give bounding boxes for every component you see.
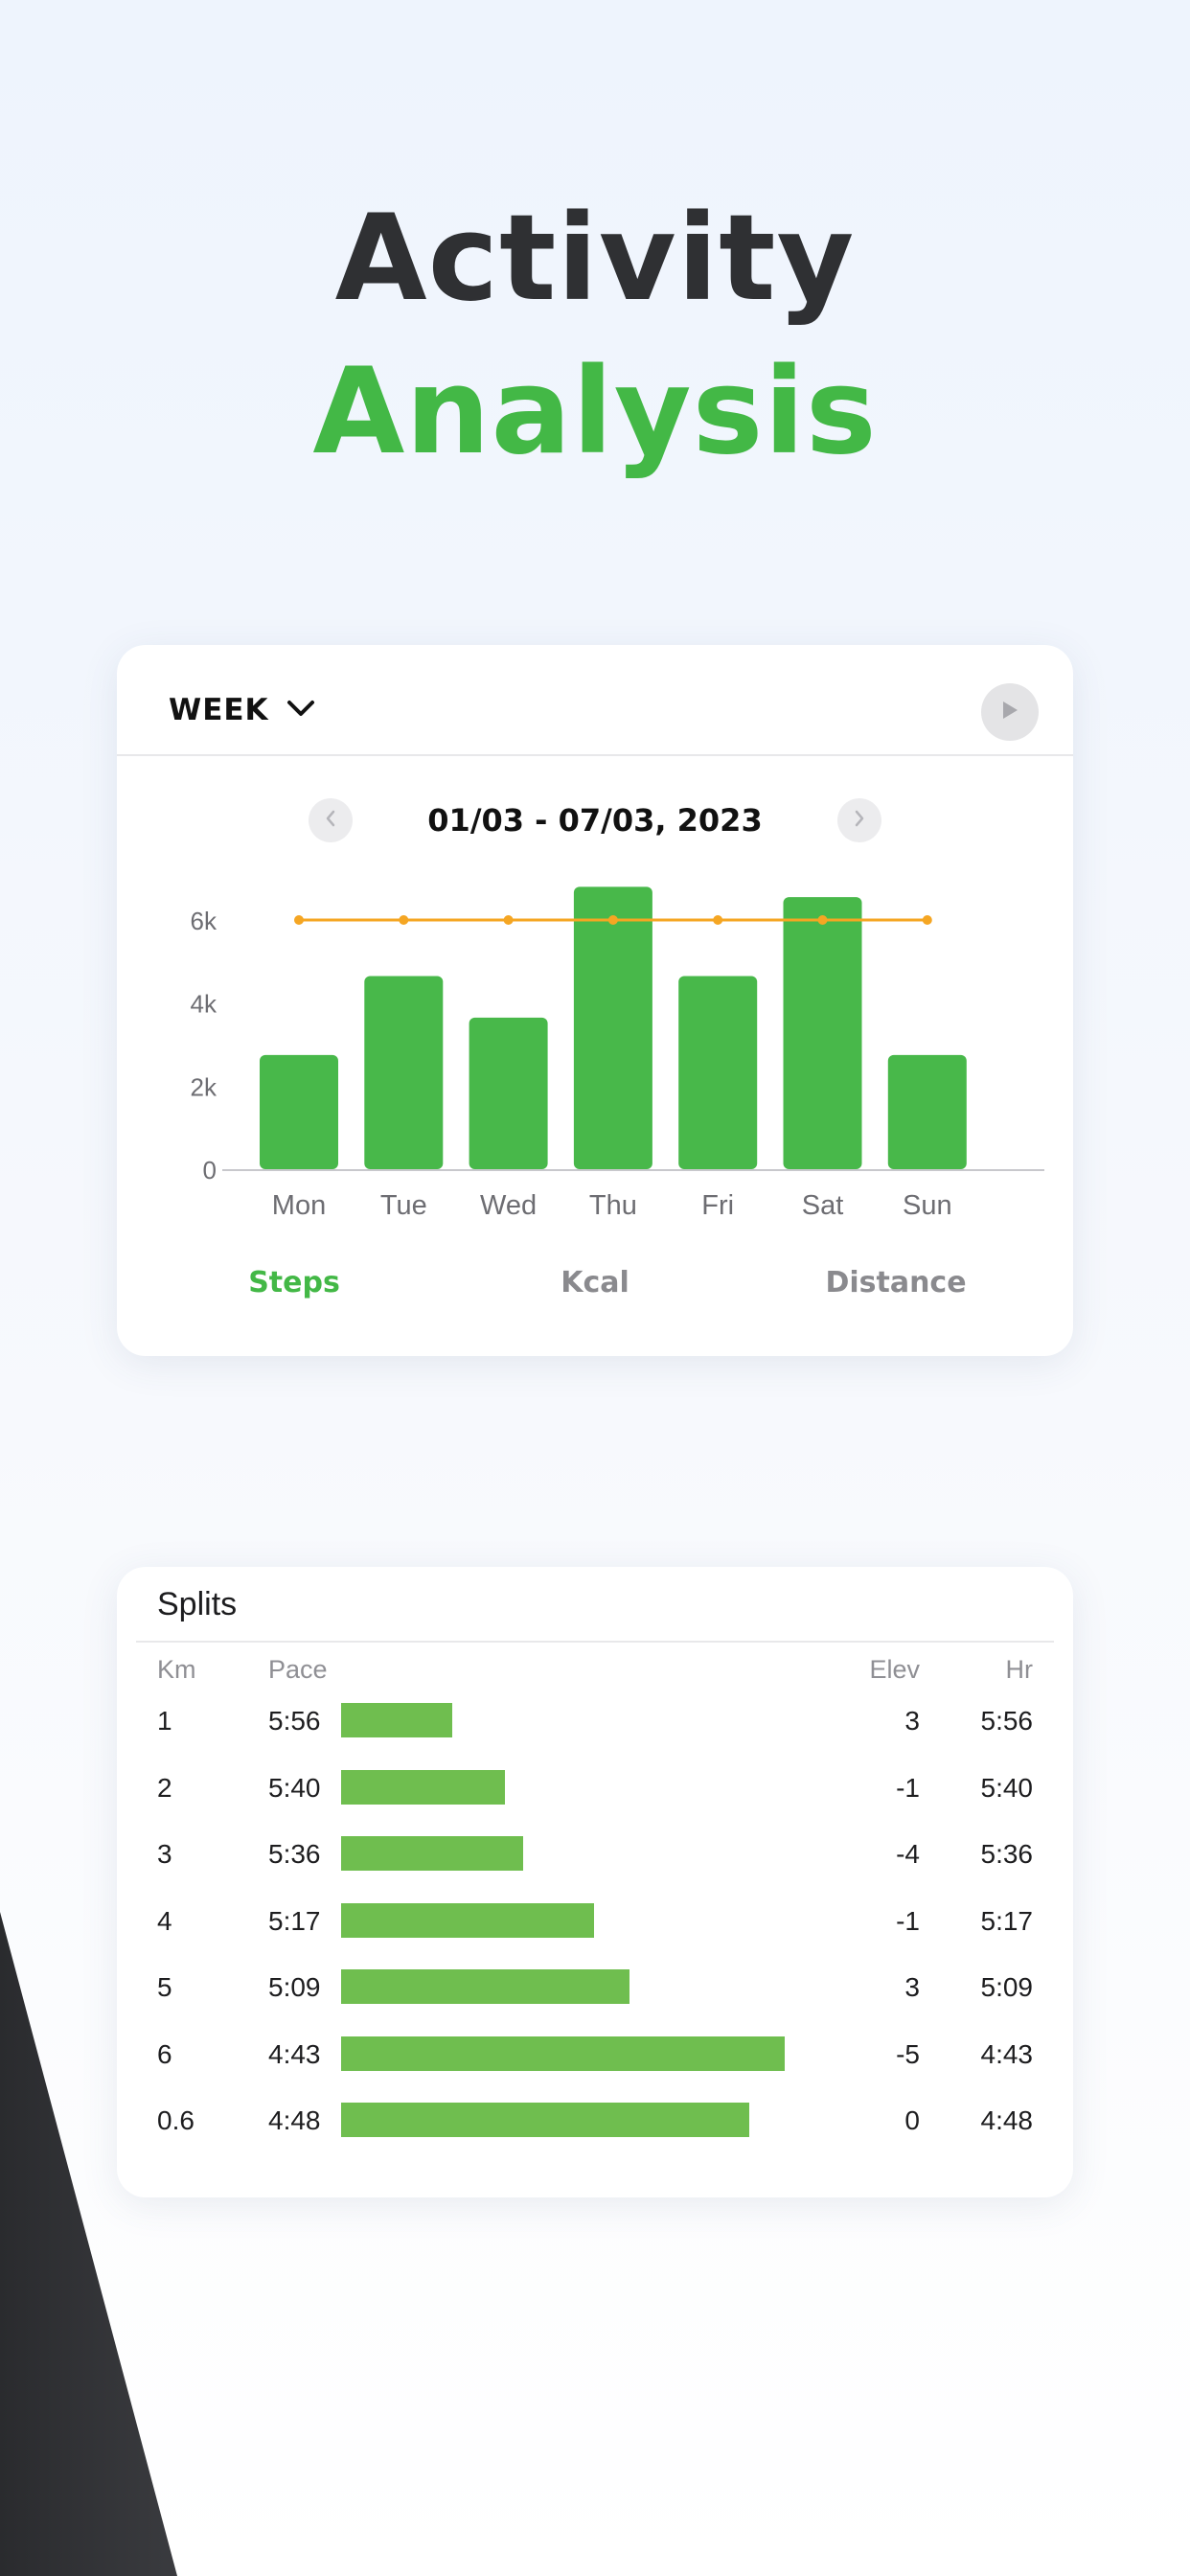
play-button[interactable] (981, 683, 1039, 741)
bar-sat (783, 897, 862, 1169)
bar-tue (364, 976, 444, 1169)
y-tick-label: 0 (203, 1156, 217, 1184)
x-tick-label: Wed (480, 1190, 537, 1221)
x-tick-label: Sat (802, 1190, 844, 1221)
split-pace-bar (341, 2103, 749, 2137)
date-range: 01/03 - 07/03, 2023 (427, 802, 763, 839)
steps-bar-chart: 0 2k 4k 6k Mon Tue Wed Thu Fri Sat Sun (191, 886, 1044, 1221)
split-pace: 4:43 (268, 2038, 321, 2069)
x-tick-label: Fri (701, 1190, 734, 1221)
tab-steps[interactable]: Steps (248, 1266, 340, 1300)
bar-sun (887, 1054, 967, 1169)
period-dropdown[interactable]: WEEK (169, 693, 315, 727)
card-header-divider (117, 754, 1073, 756)
y-tick-label: 2k (191, 1072, 217, 1101)
headline-line-1: Activity (334, 190, 856, 328)
chevron-down-icon (286, 699, 315, 723)
split-km: 4 (157, 1905, 172, 1936)
split-pace: 5:40 (268, 1772, 321, 1803)
split-elev: -1 (896, 1772, 920, 1803)
chevron-right-icon (853, 809, 866, 833)
split-pace-bar (341, 1769, 505, 1805)
chevron-left-icon (324, 809, 337, 833)
split-elev: 0 (904, 2105, 920, 2135)
x-tick-label: Mon (272, 1190, 326, 1221)
tab-kcal[interactable]: Kcal (561, 1266, 629, 1300)
header-pace: Pace (268, 1655, 328, 1684)
split-hr: 5:56 (980, 1706, 1034, 1736)
target-marker (399, 915, 409, 925)
split-elev: -1 (896, 1905, 920, 1936)
split-km: 1 (157, 1706, 172, 1736)
previous-week-button[interactable] (309, 798, 353, 842)
split-pace: 4:48 (268, 2105, 321, 2135)
split-hr: 4:43 (980, 2038, 1034, 2069)
split-pace: 5:17 (268, 1905, 321, 1936)
target-marker (294, 915, 304, 925)
split-elev: 3 (904, 1972, 920, 2002)
y-tick-label: 4k (191, 990, 217, 1019)
bar-thu (573, 886, 652, 1169)
split-pace-bar (341, 1969, 629, 2004)
bar-fri (678, 976, 758, 1169)
split-pace: 5:36 (268, 1839, 321, 1869)
split-pace-bar (341, 1836, 523, 1871)
splits-card: Splits Km Pace Elev Hr 1 5:56 3 5:56 2 5:40 -1… (117, 1567, 1073, 2197)
split-hr: 4:48 (980, 2105, 1034, 2135)
splits-divider (136, 1641, 1054, 1643)
split-pace-bar (341, 1902, 594, 1938)
activity-card: WEEK 01/03 - 07/03, 2023 0 2k 4k 6k Mon Tue We… (117, 645, 1073, 1356)
date-navigator: 01/03 - 07/03, 2023 (117, 798, 1073, 856)
y-tick-label: 6k (191, 907, 217, 935)
splits-title: Splits (157, 1586, 238, 1622)
next-week-button[interactable] (837, 798, 881, 842)
headline: Activity Analysis (0, 182, 1190, 489)
play-icon (1000, 700, 1019, 725)
split-elev: -4 (896, 1839, 920, 1869)
split-pace: 5:09 (268, 1972, 321, 2002)
bar-wed (469, 1017, 548, 1169)
split-km: 3 (157, 1839, 172, 1869)
target-marker (817, 915, 828, 925)
split-km: 0.6 (157, 2105, 195, 2135)
bar-mon (260, 1054, 338, 1169)
x-tick-label: Sun (903, 1190, 952, 1221)
header-elev: Elev (869, 1655, 920, 1684)
target-marker (607, 915, 618, 925)
target-marker (503, 915, 514, 925)
split-km: 2 (157, 1772, 172, 1803)
x-tick-label: Tue (380, 1190, 427, 1221)
split-hr: 5:17 (980, 1905, 1034, 1936)
header-km: Km (157, 1655, 196, 1684)
period-label: WEEK (169, 693, 269, 727)
split-km: 5 (157, 1972, 172, 2002)
split-hr: 5:36 (980, 1839, 1034, 1869)
target-marker (922, 915, 932, 925)
header-hr: Hr (1005, 1655, 1034, 1684)
headline-line-2: Analysis (312, 343, 878, 481)
split-elev: 3 (904, 1706, 920, 1736)
split-km: 6 (157, 2038, 172, 2069)
metric-tabs: Steps Kcal Distance (117, 1266, 1073, 1314)
split-hr: 5:09 (980, 1972, 1034, 2002)
tab-distance[interactable]: Distance (825, 1266, 967, 1300)
split-pace-bar (341, 1703, 452, 1737)
split-pace-bar (341, 2036, 785, 2071)
split-hr: 5:40 (980, 1772, 1034, 1803)
split-elev: -5 (896, 2038, 920, 2069)
target-marker (713, 915, 723, 925)
x-tick-label: Thu (589, 1190, 637, 1221)
split-pace: 5:56 (268, 1706, 321, 1736)
